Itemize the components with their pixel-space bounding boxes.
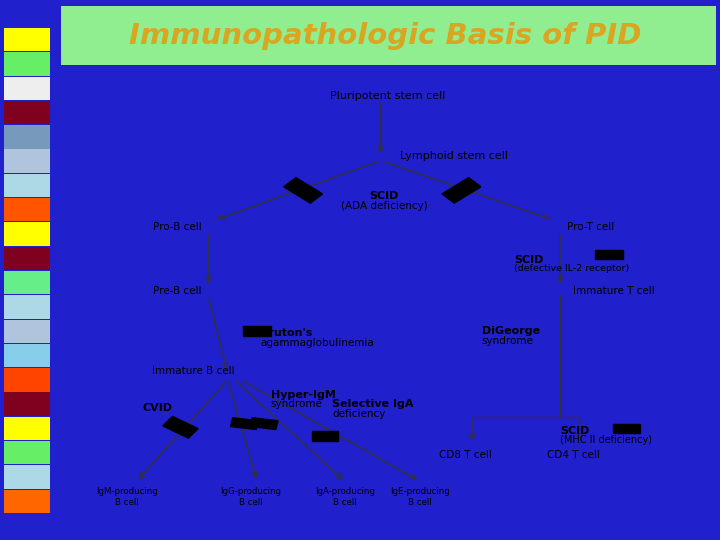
Text: CD4 T cell: CD4 T cell xyxy=(546,450,600,460)
Text: IgA-producing
B cell: IgA-producing B cell xyxy=(315,487,375,507)
Text: syndrome: syndrome xyxy=(482,336,534,346)
Bar xyxy=(230,418,258,429)
Text: IgE-producing
B cell: IgE-producing B cell xyxy=(390,487,450,507)
Text: agammaglobulinemia: agammaglobulinemia xyxy=(261,338,374,348)
Text: Immature B cell: Immature B cell xyxy=(152,366,234,376)
Bar xyxy=(595,249,623,259)
Text: IgM-producing
B cell: IgM-producing B cell xyxy=(96,487,158,507)
Text: Pluripotent stem cell: Pluripotent stem cell xyxy=(330,91,445,102)
Text: Pre-B cell: Pre-B cell xyxy=(153,286,202,296)
Text: Selective IgA: Selective IgA xyxy=(332,399,413,409)
Text: SCID: SCID xyxy=(560,426,590,436)
Text: Immunopathologic Basis of PID: Immunopathologic Basis of PID xyxy=(129,22,642,50)
Text: SCID: SCID xyxy=(369,191,399,201)
Bar xyxy=(243,326,271,336)
Bar xyxy=(250,418,278,429)
Bar xyxy=(613,423,639,433)
Bar xyxy=(312,431,338,441)
Text: Immature T cell: Immature T cell xyxy=(573,286,654,296)
Text: Bruton's: Bruton's xyxy=(261,328,312,338)
Text: (MHC II deficiency): (MHC II deficiency) xyxy=(560,435,652,445)
Bar xyxy=(163,416,198,438)
Text: syndrome: syndrome xyxy=(271,399,323,409)
Text: Pro-B cell: Pro-B cell xyxy=(153,222,202,232)
Text: (ADA deficiency): (ADA deficiency) xyxy=(341,201,428,211)
Text: Hyper-IgM: Hyper-IgM xyxy=(271,390,336,400)
Bar xyxy=(442,178,481,203)
Text: deficiency: deficiency xyxy=(332,409,385,419)
Text: IgG-producing
B cell: IgG-producing B cell xyxy=(220,487,281,507)
Text: Pro-T cell: Pro-T cell xyxy=(567,222,613,232)
Text: CVID: CVID xyxy=(143,403,172,414)
Text: Lymphoid stem cell: Lymphoid stem cell xyxy=(400,151,508,161)
Text: SCID: SCID xyxy=(514,255,544,265)
Text: (defective IL-2 receptor): (defective IL-2 receptor) xyxy=(514,265,630,273)
Text: CD8 T cell: CD8 T cell xyxy=(439,450,492,460)
Text: DiGeorge: DiGeorge xyxy=(482,326,540,336)
Bar xyxy=(284,178,323,203)
